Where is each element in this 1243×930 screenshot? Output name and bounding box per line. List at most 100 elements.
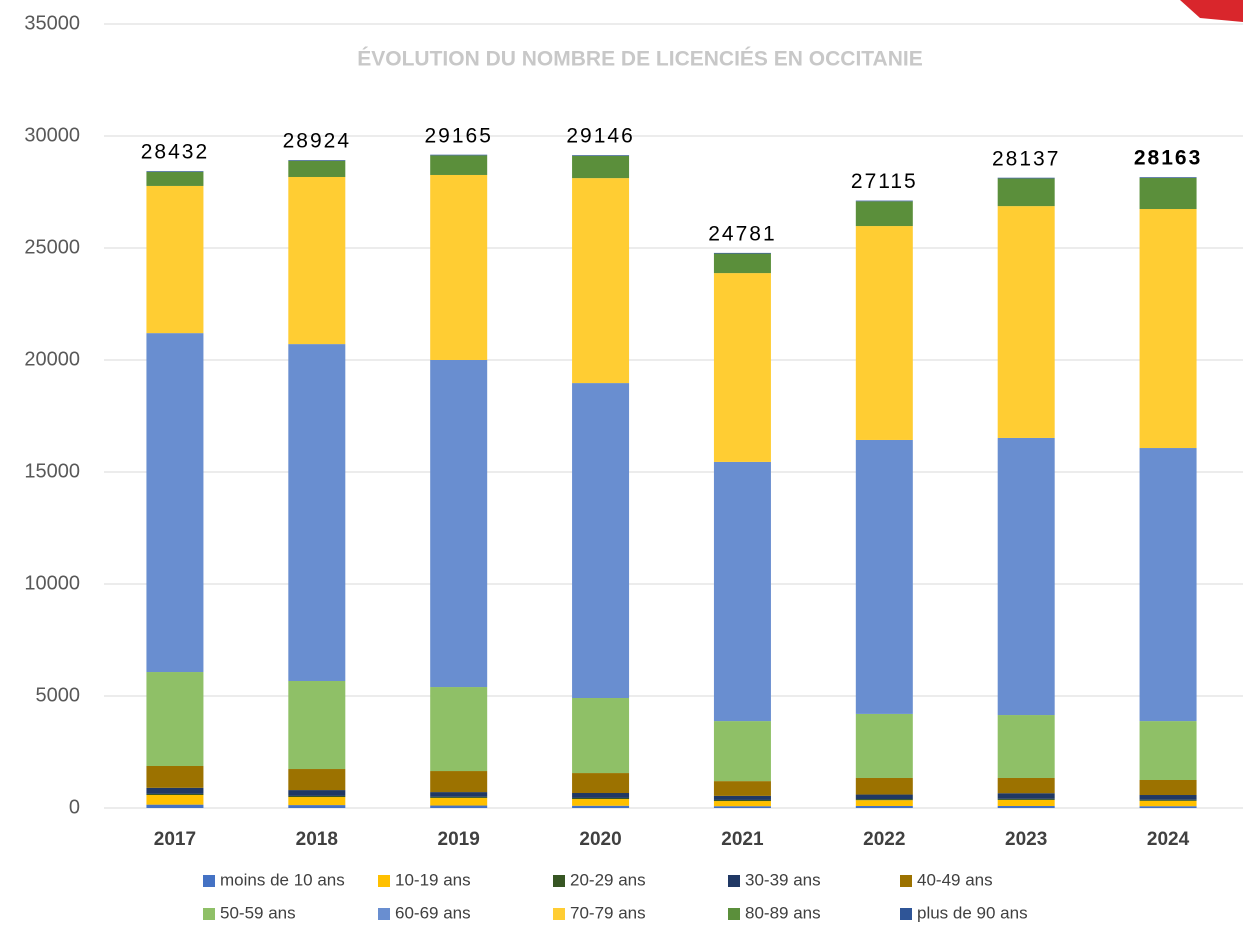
total-label: 28137 (992, 147, 1060, 170)
bar-segment (856, 226, 913, 440)
bar-segment (288, 160, 345, 161)
bar-segment (572, 156, 629, 178)
legend-swatch (728, 875, 740, 887)
bar-segment (430, 155, 487, 175)
bar-segment (998, 178, 1055, 179)
y-tick-label: 30000 (24, 124, 80, 146)
bar-segment (856, 201, 913, 226)
total-label: 28924 (283, 130, 351, 153)
bar-segment (572, 806, 629, 808)
bar-segment (146, 805, 203, 808)
bar-segment (288, 681, 345, 769)
bar-segment (998, 715, 1055, 778)
bar-segment (998, 800, 1055, 806)
total-label: 28432 (141, 141, 209, 164)
bar-segment (856, 806, 913, 808)
x-tick-label: 2023 (1005, 829, 1047, 850)
bar-segment (856, 799, 913, 800)
bar-segment (998, 438, 1055, 715)
legend-swatch (203, 875, 215, 887)
x-tick-label: 2021 (721, 829, 764, 850)
legend-label: 20-29 ans (570, 870, 646, 889)
bar-segment (856, 795, 913, 799)
legend-label: 10-19 ans (395, 870, 471, 889)
bar-segment (430, 175, 487, 360)
bar-segment (288, 769, 345, 790)
bar-segment (430, 155, 487, 156)
y-tick-label: 15000 (24, 460, 80, 482)
bar-segment (714, 721, 771, 781)
legend-swatch (728, 908, 740, 920)
legend-swatch (553, 875, 565, 887)
bar-segment (288, 161, 345, 177)
bar-segment (998, 806, 1055, 808)
bar-segment (998, 799, 1055, 800)
bar-segment (1140, 795, 1197, 800)
x-tick-label: 2019 (438, 829, 480, 850)
bar-segment (572, 773, 629, 793)
bar-segment (714, 806, 771, 808)
y-tick-label: 25000 (24, 236, 80, 258)
bar-segment (288, 344, 345, 681)
bar-segment (288, 177, 345, 344)
bar-segment (146, 795, 203, 805)
bar-segment (146, 794, 203, 795)
bar-segment (146, 672, 203, 766)
bar-segment (714, 254, 771, 274)
bar-segment (572, 155, 629, 156)
total-label: 29146 (566, 125, 634, 148)
bar-segment (1140, 448, 1197, 721)
bar-segment (1140, 178, 1197, 209)
bar-segment (1140, 721, 1197, 780)
legend-swatch (900, 908, 912, 920)
bar-segment (430, 771, 487, 792)
bar-segment (1140, 780, 1197, 795)
logo-decoration (1180, 0, 1243, 22)
y-tick-label: 35000 (24, 12, 80, 34)
bar-segment (856, 440, 913, 714)
bar-segment (714, 781, 771, 796)
bar-segment (714, 253, 771, 254)
bar-segment (1140, 801, 1197, 806)
bar-segment (572, 798, 629, 799)
bar-segment (146, 766, 203, 788)
x-tick-label: 2017 (154, 829, 196, 850)
bar-segment (998, 793, 1055, 799)
legend-label: 50-59 ans (220, 903, 296, 922)
legend-swatch (203, 908, 215, 920)
bar-segment (1140, 800, 1197, 801)
x-tick-label: 2018 (296, 829, 338, 850)
bar-segment (430, 798, 487, 806)
y-tick-label: 5000 (36, 684, 81, 706)
legend-swatch (553, 908, 565, 920)
bar-segment (288, 805, 345, 808)
bar-segment (998, 206, 1055, 438)
bar-segment (1140, 806, 1197, 808)
chart: ÉVOLUTION DU NOMBRE DE LICENCIÉS EN OCCI… (0, 0, 1243, 930)
bar-segment (430, 687, 487, 771)
bar-segment (714, 462, 771, 721)
legend-label: plus de 90 ans (917, 903, 1028, 922)
bar-segment (288, 796, 345, 797)
bar-segment (856, 778, 913, 795)
bar-segment (146, 333, 203, 672)
bar-segment (856, 800, 913, 806)
x-tick-label: 2022 (863, 829, 905, 850)
bar-segment (430, 806, 487, 808)
bar-segment (430, 792, 487, 797)
legend-swatch (378, 908, 390, 920)
bar-segment (146, 788, 203, 794)
bar-segment (146, 171, 203, 172)
bar-segment (714, 800, 771, 801)
total-label: 29165 (424, 124, 492, 147)
bar-segment (998, 178, 1055, 206)
bar-segment (856, 714, 913, 778)
x-tick-label: 2020 (579, 829, 621, 850)
chart-title: ÉVOLUTION DU NOMBRE DE LICENCIÉS EN OCCI… (357, 48, 922, 71)
bar-segment (288, 797, 345, 805)
bar-segment (288, 790, 345, 796)
y-tick-label: 0 (69, 796, 80, 818)
legend-label: 30-39 ans (745, 870, 821, 889)
total-label: 28163 (1134, 147, 1202, 170)
bar-segment (714, 796, 771, 800)
